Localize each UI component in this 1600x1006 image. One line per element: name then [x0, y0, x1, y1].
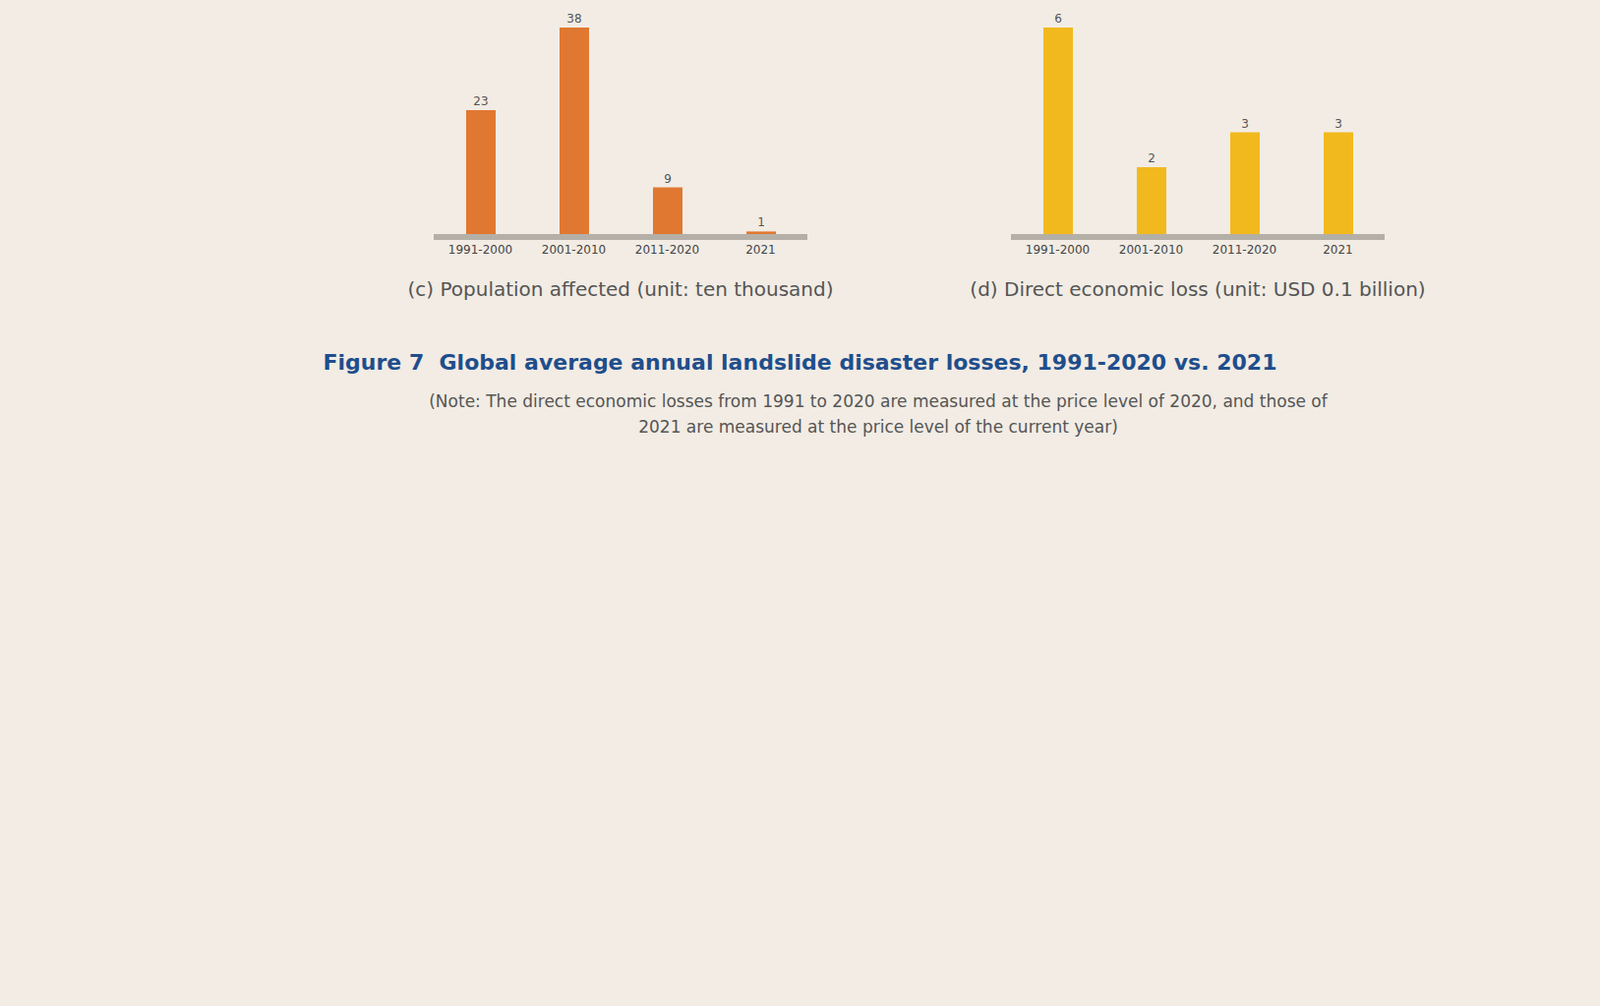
- svg-text:2011-2020: 2011-2020: [1212, 242, 1277, 257]
- svg-text:2021: 2021: [1322, 242, 1354, 257]
- svg-text:9: 9: [663, 172, 672, 186]
- svg-text:2021: 2021: [745, 242, 776, 257]
- svg-text:1991-2000: 1991-2000: [1025, 242, 1090, 257]
- svg-text:6: 6: [1054, 11, 1063, 26]
- svg-text:38: 38: [566, 11, 582, 26]
- svg-text:23: 23: [473, 94, 488, 109]
- html-text:Figure 7 Global average annual: Figure 7 Global average annual landslide…: [323, 350, 1277, 375]
- svg-text:1: 1: [757, 215, 766, 230]
- svg-text:2: 2: [1147, 151, 1156, 166]
- svg-text:3: 3: [1334, 117, 1343, 131]
- svg-text:2001-2010: 2001-2010: [541, 242, 606, 257]
- html-text:(c) Population affected (unit:: (c) Population affected (unit: ten thous…: [407, 277, 834, 301]
- svg-text:2011-2020: 2011-2020: [635, 242, 700, 257]
- svg-text:1991-2000: 1991-2000: [448, 242, 513, 257]
- html-text:(Note: The direct economic los: (Note: The direct economic losses from 1…: [428, 391, 1328, 437]
- html-text:(d) Direct economic loss (unit: (d) Direct economic loss (unit: USD 0.1 …: [970, 277, 1426, 301]
- svg-text:2001-2010: 2001-2010: [1119, 242, 1184, 257]
- svg-text:3: 3: [1241, 117, 1249, 131]
